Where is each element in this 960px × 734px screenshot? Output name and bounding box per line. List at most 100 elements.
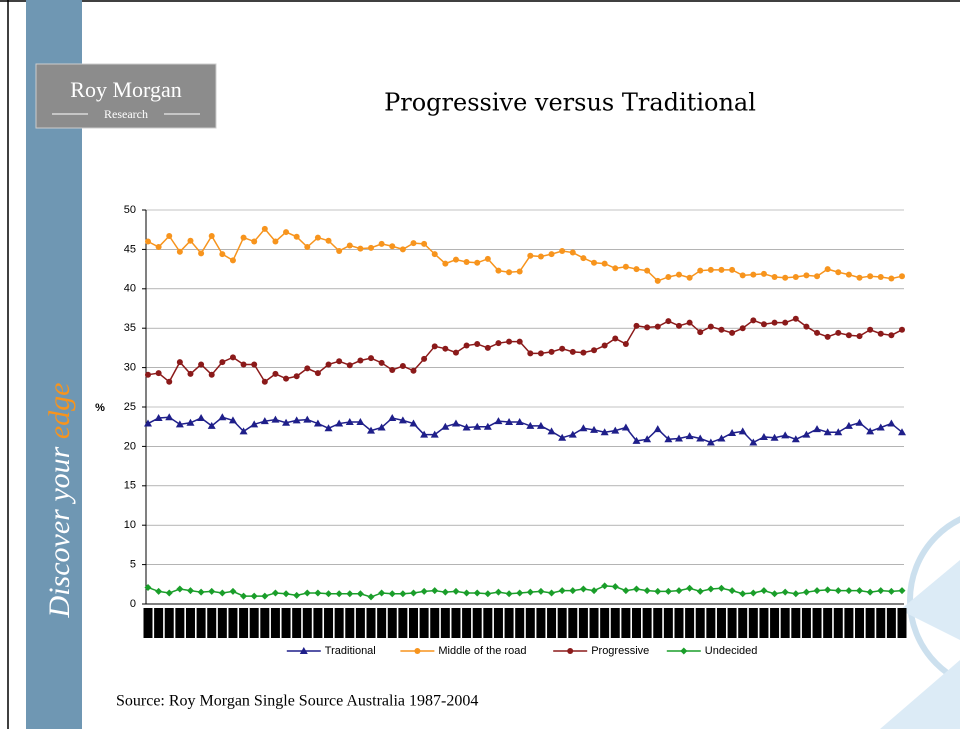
y-tick-label: 20 [124, 440, 136, 452]
data-point [410, 367, 417, 374]
data-point [261, 225, 268, 232]
x-tick-label-block [823, 608, 833, 638]
data-point [431, 587, 439, 595]
data-point [208, 233, 215, 240]
data-point [283, 229, 290, 236]
data-point [568, 430, 577, 438]
data-point [791, 435, 800, 443]
data-point [644, 267, 651, 274]
x-tick-label-block [377, 608, 387, 638]
data-point [240, 361, 247, 368]
x-tick-label-block [695, 608, 705, 638]
x-tick-label-block [525, 608, 535, 638]
data-point [388, 590, 396, 598]
data-point [591, 259, 598, 266]
x-tick-label-block [748, 608, 758, 638]
data-point [622, 340, 629, 347]
x-tick-label-block [270, 608, 280, 638]
data-point [643, 587, 651, 595]
data-point [187, 370, 194, 377]
x-tick-label-block [345, 608, 355, 638]
data-point [686, 584, 694, 592]
data-point [484, 255, 491, 262]
data-point [452, 587, 460, 595]
data-point [579, 585, 587, 593]
data-point [441, 422, 450, 430]
data-point [813, 587, 821, 595]
data-point [165, 589, 173, 597]
data-point [771, 273, 778, 280]
data-point [218, 413, 227, 421]
data-point [600, 428, 609, 436]
x-tick-label-block [324, 608, 334, 638]
x-tick-label-block [430, 608, 440, 638]
data-point [229, 257, 236, 264]
data-point [494, 417, 503, 425]
data-point [431, 251, 438, 258]
data-point [272, 238, 279, 245]
y-tick-label: 50 [124, 204, 136, 216]
data-point [336, 358, 343, 365]
data-point [272, 370, 279, 377]
chart-title: Progressive versus Traditional [384, 89, 756, 117]
data-point [324, 424, 333, 432]
data-point [527, 350, 534, 357]
x-tick-label-block [727, 608, 737, 638]
data-point [781, 588, 789, 596]
data-point [389, 366, 396, 373]
data-point [239, 427, 248, 435]
data-point [760, 587, 768, 595]
data-point [707, 585, 715, 593]
data-point [420, 587, 428, 595]
data-point [685, 432, 694, 440]
y-tick-label: 0 [130, 598, 136, 610]
legend-marker [414, 648, 421, 654]
data-point [176, 585, 184, 593]
x-tick-label-block [801, 608, 811, 638]
x-tick-label-block [419, 608, 429, 638]
data-point [749, 438, 758, 446]
data-point [899, 273, 905, 280]
data-point [313, 419, 322, 427]
x-tick-label-block [812, 608, 822, 638]
data-point [706, 438, 715, 446]
data-point [835, 269, 842, 276]
data-point [261, 592, 269, 600]
data-point [292, 416, 301, 424]
data-point [548, 251, 555, 258]
x-tick-label-block [578, 608, 588, 638]
data-point [559, 345, 566, 352]
data-point [368, 244, 375, 251]
legend-marker [299, 647, 308, 654]
data-point [368, 355, 375, 362]
data-point [335, 590, 343, 598]
data-point [175, 420, 184, 428]
data-point [303, 589, 311, 597]
data-point [409, 419, 418, 427]
data-point [346, 362, 353, 369]
x-tick-label-block [770, 608, 780, 638]
x-tick-label-block [451, 608, 461, 638]
data-point [165, 413, 174, 421]
data-point [155, 244, 162, 251]
logo-name: Roy Morgan [70, 77, 181, 102]
data-point [516, 589, 524, 597]
y-tick-label: 25 [124, 401, 136, 413]
data-point [707, 323, 714, 330]
data-point [304, 244, 311, 251]
y-tick-label: 45 [124, 243, 136, 255]
x-tick-label-block [865, 608, 875, 638]
data-point [251, 238, 258, 245]
x-tick-label-block [249, 608, 259, 638]
data-point [495, 340, 502, 347]
data-point [590, 425, 599, 433]
x-tick-label-block [164, 608, 174, 638]
x-tick-label-block [791, 608, 801, 638]
logo-box [35, 63, 217, 129]
data-point [686, 319, 693, 326]
x-tick-label-block [642, 608, 652, 638]
x-tick-label-block [653, 608, 663, 638]
y-tick-label: 30 [124, 362, 136, 374]
data-point [856, 333, 863, 340]
data-point [591, 347, 598, 354]
